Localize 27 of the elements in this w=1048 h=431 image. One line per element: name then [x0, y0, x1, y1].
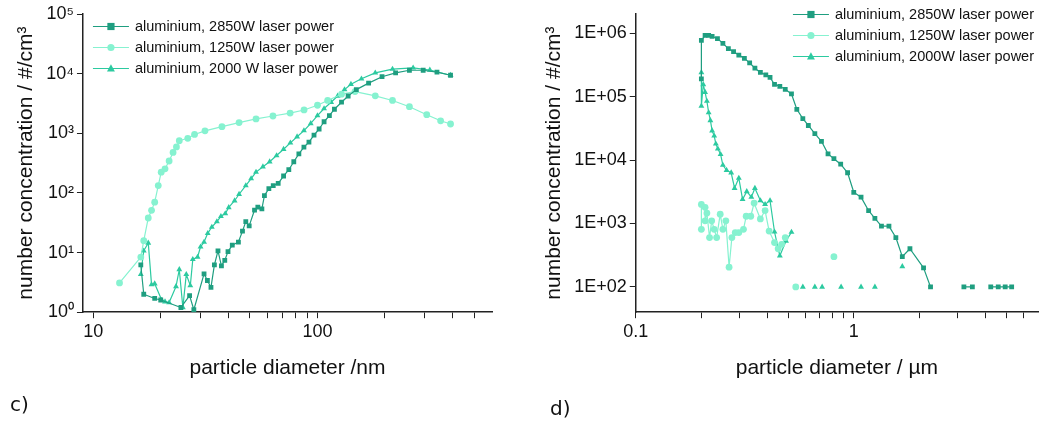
legend-label: aluminium, 1250W laser power [134, 38, 335, 55]
y-axis-title: number concentration / #/cm³ [541, 26, 565, 300]
y-tick-label: 10⁰ [47, 301, 74, 322]
y-tick-label: 10⁴ [46, 62, 74, 83]
x-axis-title: particle diameter /nm [189, 355, 386, 379]
y-tick-label: 10¹ [47, 241, 74, 262]
y-tick-label: 1E+05 [574, 85, 627, 106]
x-tick-label: 10 [83, 320, 104, 341]
x-axis-title: particle diameter / µm [735, 355, 939, 379]
legend-label: aluminium, 2850W laser power [834, 5, 1035, 22]
x-tick-label: 0.1 [623, 320, 649, 341]
text: d) [550, 396, 571, 420]
x-tick-label: 1 [848, 320, 859, 341]
x-tick-label: 100 [302, 320, 333, 341]
legend-label: aluminium, 1250W laser power [834, 26, 1035, 43]
y-axis-title: number concentration / #/cm³ [13, 26, 37, 300]
y-tick-label: 1E+03 [574, 212, 627, 233]
y-tick-label: 10² [47, 181, 74, 202]
legend-label: aluminium, 2000 W laser power [134, 59, 339, 76]
y-tick-label: 1E+04 [574, 148, 627, 169]
legend-label: aluminium, 2850W laser power [134, 17, 335, 34]
text: c) [10, 392, 29, 416]
y-tick-label: 10³ [47, 122, 74, 143]
y-tick-label: 1E+06 [574, 22, 627, 43]
legend-label: aluminium, 2000W laser power [834, 47, 1035, 64]
y-tick-label: 1E+02 [574, 275, 627, 296]
y-tick-label: 10⁵ [46, 2, 74, 23]
